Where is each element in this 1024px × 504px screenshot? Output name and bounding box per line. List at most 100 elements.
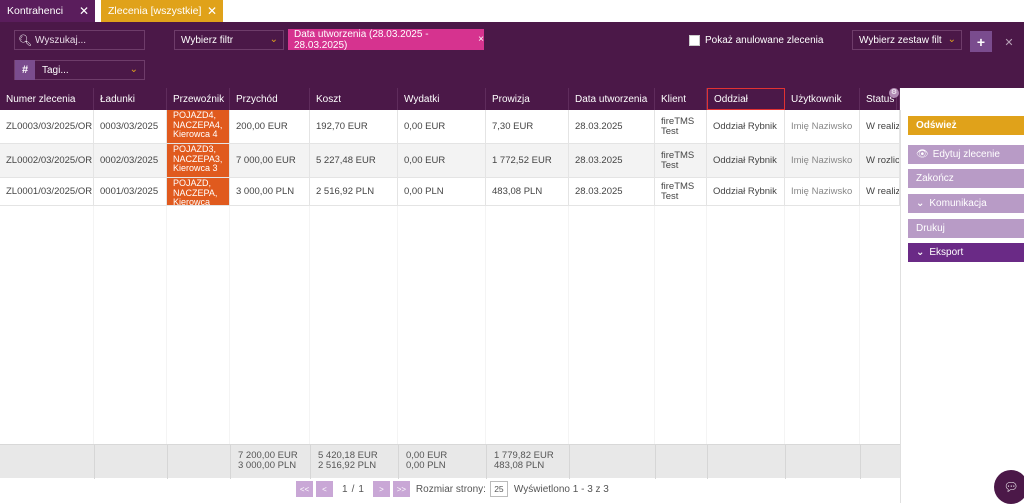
- chevron-down-icon: ⌄: [916, 198, 925, 209]
- total-line: 3 000,00 PLN: [238, 460, 297, 471]
- table-totals: 7 200,00 EUR 3 000,00 PLN 5 420,18 EUR 2…: [0, 444, 900, 479]
- tab-bar: Kontrahenci ✕ Zlecenia [wszystkie] ✕: [0, 0, 1024, 22]
- edit-order-button[interactable]: 👁︎ Edytuj zlecenie: [908, 145, 1024, 164]
- column-divider: [654, 206, 655, 444]
- finish-label: Zakończ: [916, 173, 954, 184]
- total-wydatki: 0,00 EUR 0,00 PLN: [406, 451, 447, 471]
- chevron-down-icon: ⌄: [916, 247, 925, 258]
- filter-select-value: Wybierz filtr: [181, 34, 234, 46]
- cell-uzytkownik: Imię Naziwsko: [785, 144, 860, 177]
- filter-set-select[interactable]: Wybierz zestaw filt ⌄: [852, 30, 962, 50]
- column-header[interactable]: Ładunki: [94, 88, 167, 110]
- divider: [486, 445, 487, 479]
- cell-ladunki: 0002/03/2025: [94, 144, 167, 177]
- table-header: Numer zlecenia Ładunki Przewoźnik Przych…: [0, 88, 900, 110]
- column-header[interactable]: Użytkownik: [785, 88, 860, 110]
- refresh-button[interactable]: Odśwież: [908, 116, 1024, 135]
- cell-wydatki: 0,00 EUR: [398, 110, 486, 143]
- show-cancelled-toggle[interactable]: Pokaż anulowane zlecenia: [689, 35, 823, 46]
- column-header[interactable]: Przewoźnik: [167, 88, 230, 110]
- checkbox[interactable]: [689, 35, 700, 46]
- edit-order-label: Edytuj zlecenie: [932, 149, 1000, 160]
- column-header[interactable]: Koszt: [310, 88, 398, 110]
- search-input[interactable]: [35, 34, 140, 46]
- filter-toolbar: 🔍︎ Wybierz filtr ⌄ Data utworzenia (28.0…: [0, 22, 1024, 88]
- page-separator: /: [351, 483, 355, 495]
- cell-numer: ZL0003/03/2025/OR: [0, 110, 94, 143]
- print-label: Drukuj: [916, 223, 945, 234]
- close-icon[interactable]: ✕: [78, 4, 89, 18]
- prev-page-button[interactable]: <: [316, 481, 333, 497]
- divider: [860, 445, 861, 479]
- search-box[interactable]: 🔍︎: [14, 30, 145, 50]
- column-header[interactable]: Status: [860, 88, 897, 110]
- divider: [167, 445, 168, 479]
- active-filter-chip[interactable]: Data utworzenia (28.03.2025 - 28.03.2025…: [288, 29, 484, 51]
- tags-select[interactable]: # Tagi... ⌄: [14, 60, 145, 80]
- tab-kontrahenci[interactable]: Kontrahenci ✕: [0, 0, 95, 22]
- cell-ladunki: 0003/03/2025: [94, 110, 167, 143]
- table-row[interactable]: ZL0003/03/2025/OR 0003/03/2025 POJAZD4, NA…: [0, 110, 900, 144]
- total-line: 0,00 EUR: [406, 450, 448, 461]
- cell-przewoznik: POJAZD4, NACZEPA4, Kierowca 4: [167, 110, 230, 143]
- page-size-input[interactable]: 25: [489, 481, 508, 497]
- column-divider: [397, 206, 398, 444]
- add-filter-set-button[interactable]: +: [970, 31, 992, 52]
- chat-icon[interactable]: 💬︎: [994, 470, 1024, 504]
- total-line: 483,08 PLN: [494, 460, 545, 471]
- column-divider: [166, 206, 167, 444]
- total-przychod: 7 200,00 EUR 3 000,00 PLN: [238, 451, 298, 471]
- export-button[interactable]: ⌄ Eksport: [908, 243, 1024, 262]
- divider: [707, 445, 708, 479]
- column-divider: [309, 206, 310, 444]
- total-prowizja: 1 779,82 EUR 483,08 PLN: [494, 451, 554, 471]
- cell-status: W realiz: [860, 110, 900, 143]
- cell-oddzial: Oddział Rybnik: [707, 144, 785, 177]
- print-button[interactable]: Drukuj: [908, 219, 1024, 238]
- remove-filter-set-button[interactable]: ✕: [1004, 36, 1014, 49]
- last-page-button[interactable]: >>: [392, 481, 410, 497]
- total-line: 1 779,82 EUR: [494, 450, 554, 461]
- current-page: 1: [342, 483, 348, 495]
- column-header[interactable]: Prowizja: [486, 88, 569, 110]
- total-line: 7 200,00 EUR: [238, 450, 298, 461]
- column-header[interactable]: Przychód: [230, 88, 310, 110]
- column-header-more[interactable]: [897, 88, 900, 110]
- divider: [398, 445, 399, 479]
- column-header[interactable]: Numer zlecenia: [0, 88, 94, 110]
- cell-klient: fireTMS Test: [655, 144, 707, 177]
- hash-icon: #: [15, 60, 35, 80]
- cell-oddzial: Oddział Rybnik: [707, 178, 785, 205]
- communication-label: Komunikacja: [929, 198, 987, 209]
- chevron-down-icon: ⌄: [947, 34, 956, 45]
- column-settings-icon[interactable]: ⚙: [889, 88, 899, 98]
- communication-button[interactable]: ⌄ Komunikacja: [908, 194, 1024, 213]
- actions-panel: Odśwież 👁︎ Edytuj zlecenie Zakończ ⌄ Kom…: [900, 110, 1024, 503]
- filter-set-value: Wybierz zestaw filt: [859, 34, 942, 46]
- table-row[interactable]: ZL0002/03/2025/OR 0002/03/2025 POJAZD3, NA…: [0, 144, 900, 178]
- close-icon[interactable]: ×: [478, 34, 484, 45]
- column-header-highlighted[interactable]: Oddział: [707, 88, 785, 110]
- table-row[interactable]: ZL0001/03/2025/OR 0001/03/2025 POJAZD, NAC…: [0, 178, 900, 206]
- cell-uzytkownik: Imię Naziwsko: [785, 178, 860, 205]
- total-koszt: 5 420,18 EUR 2 516,92 PLN: [318, 451, 378, 471]
- next-page-button[interactable]: >: [372, 481, 390, 497]
- tags-label: Tagi...: [42, 64, 69, 76]
- divider: [230, 445, 231, 479]
- finish-button[interactable]: Zakończ: [908, 169, 1024, 188]
- total-line: 2 516,92 PLN: [318, 460, 377, 471]
- tab-label: Zlecenia [wszystkie]: [108, 5, 202, 17]
- first-page-button[interactable]: <<: [296, 481, 313, 497]
- cell-przychod: 7 000,00 EUR: [230, 144, 310, 177]
- refresh-label: Odśwież: [916, 120, 957, 131]
- total-line: 0,00 PLN: [406, 460, 446, 471]
- cell-koszt: 192,70 EUR: [310, 110, 398, 143]
- filter-select[interactable]: Wybierz filtr ⌄: [174, 30, 284, 50]
- column-header[interactable]: Data utworzenia: [569, 88, 655, 110]
- column-header[interactable]: Klient: [655, 88, 707, 110]
- cell-data: 28.03.2025: [569, 178, 655, 205]
- divider: [655, 445, 656, 479]
- tab-zlecenia[interactable]: Zlecenia [wszystkie] ✕: [101, 0, 223, 22]
- close-icon[interactable]: ✕: [206, 4, 217, 18]
- column-header[interactable]: Wydatki: [398, 88, 486, 110]
